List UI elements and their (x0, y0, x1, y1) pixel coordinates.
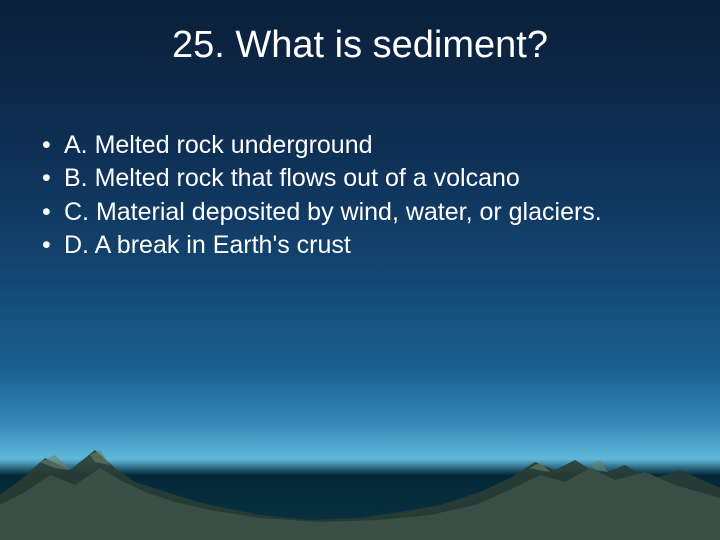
bullet-c: C. Material deposited by wind, water, or… (64, 198, 602, 226)
bullet-b: B. Melted rock that flows out of a volca… (64, 164, 520, 192)
slide-title: 25. What is sediment? (0, 24, 720, 67)
list-item: B. Melted rock that flows out of a volca… (38, 163, 682, 194)
bullet-d: D. A break in Earth's crust (64, 231, 351, 259)
mountains-decoration (0, 420, 720, 540)
slide-container: 25. What is sediment? A. Melted rock und… (0, 0, 720, 540)
slide-content: A. Melted rock underground B. Melted roc… (38, 130, 682, 263)
list-item: D. A break in Earth's crust (38, 230, 682, 261)
bullet-a: A. Melted rock underground (64, 131, 373, 159)
list-item: C. Material deposited by wind, water, or… (38, 197, 682, 228)
list-item: A. Melted rock underground (38, 130, 682, 161)
